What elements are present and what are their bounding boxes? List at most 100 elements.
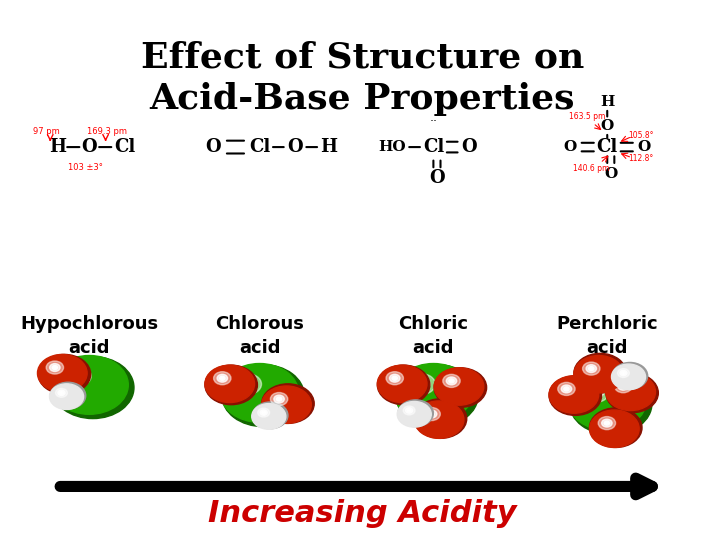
Circle shape <box>205 365 255 402</box>
Circle shape <box>69 370 86 382</box>
Circle shape <box>403 406 415 415</box>
Circle shape <box>377 365 427 402</box>
Circle shape <box>407 407 414 412</box>
Circle shape <box>429 412 434 416</box>
Circle shape <box>430 410 436 415</box>
Text: Chloric
acid: Chloric acid <box>398 315 469 357</box>
Circle shape <box>618 369 629 377</box>
Text: 112.8°: 112.8° <box>629 154 654 163</box>
Circle shape <box>606 373 658 413</box>
Circle shape <box>602 419 612 427</box>
Circle shape <box>258 407 271 416</box>
Circle shape <box>413 378 430 390</box>
Circle shape <box>586 364 596 373</box>
Circle shape <box>220 363 299 422</box>
Text: Cl: Cl <box>249 138 270 156</box>
Text: H: H <box>320 138 337 156</box>
Circle shape <box>583 360 601 374</box>
Circle shape <box>408 408 413 410</box>
Circle shape <box>603 417 613 426</box>
Circle shape <box>589 367 594 370</box>
Circle shape <box>621 385 627 389</box>
Circle shape <box>561 385 572 393</box>
Circle shape <box>55 388 68 397</box>
Circle shape <box>397 401 431 427</box>
Circle shape <box>444 375 462 389</box>
Circle shape <box>390 374 400 382</box>
Text: Cl: Cl <box>114 138 135 156</box>
Circle shape <box>623 370 626 373</box>
Circle shape <box>234 374 261 394</box>
Circle shape <box>48 361 66 375</box>
Text: 140.6 pm: 140.6 pm <box>573 164 610 173</box>
Circle shape <box>408 374 436 394</box>
Text: H: H <box>600 94 614 109</box>
Circle shape <box>614 380 632 393</box>
Text: Cl: Cl <box>423 138 444 156</box>
Circle shape <box>434 368 487 407</box>
Circle shape <box>260 410 267 415</box>
Circle shape <box>76 375 85 382</box>
Circle shape <box>562 386 573 394</box>
Circle shape <box>621 372 625 374</box>
Circle shape <box>558 382 575 395</box>
Circle shape <box>405 408 413 413</box>
Circle shape <box>64 366 91 387</box>
FancyArrowPatch shape <box>60 478 652 495</box>
Circle shape <box>426 410 437 418</box>
Circle shape <box>220 377 226 381</box>
Circle shape <box>60 390 65 393</box>
Circle shape <box>604 421 610 425</box>
Circle shape <box>398 400 433 427</box>
Text: Increasing Acidity: Increasing Acidity <box>208 498 517 528</box>
Text: O: O <box>206 138 221 156</box>
Circle shape <box>262 411 266 414</box>
Circle shape <box>387 372 405 386</box>
Circle shape <box>418 381 426 387</box>
Circle shape <box>611 364 646 390</box>
Circle shape <box>50 355 128 414</box>
Circle shape <box>416 380 433 393</box>
Circle shape <box>205 365 258 404</box>
Circle shape <box>72 372 89 385</box>
Circle shape <box>423 406 442 420</box>
Circle shape <box>570 373 652 435</box>
Circle shape <box>449 379 454 383</box>
Circle shape <box>386 372 403 385</box>
Circle shape <box>621 384 626 388</box>
Circle shape <box>37 354 87 392</box>
Circle shape <box>240 378 256 390</box>
Circle shape <box>392 376 397 380</box>
Circle shape <box>599 415 617 429</box>
Circle shape <box>574 353 626 393</box>
Text: 103 ±3°: 103 ±3° <box>68 163 103 172</box>
Circle shape <box>591 389 600 395</box>
Text: Hypochlorous
acid: Hypochlorous acid <box>20 315 158 357</box>
Circle shape <box>58 390 65 395</box>
Circle shape <box>236 375 265 397</box>
Circle shape <box>618 383 630 391</box>
Text: O: O <box>564 140 577 154</box>
Text: O: O <box>287 138 303 156</box>
Text: 169.3 pm: 169.3 pm <box>87 126 127 136</box>
Text: 163.5 pm: 163.5 pm <box>570 112 606 120</box>
Circle shape <box>390 375 401 383</box>
Circle shape <box>446 377 456 385</box>
Circle shape <box>46 361 63 374</box>
Circle shape <box>594 391 603 397</box>
Circle shape <box>274 395 284 403</box>
Circle shape <box>73 373 81 379</box>
Circle shape <box>558 383 577 396</box>
Circle shape <box>621 369 629 375</box>
Circle shape <box>549 376 602 415</box>
Circle shape <box>584 383 613 405</box>
Circle shape <box>598 416 616 430</box>
Circle shape <box>276 397 282 401</box>
Circle shape <box>568 372 647 430</box>
Text: H: H <box>49 138 66 156</box>
Circle shape <box>618 382 629 390</box>
Circle shape <box>618 367 631 376</box>
Circle shape <box>420 383 429 389</box>
Circle shape <box>396 364 478 427</box>
Circle shape <box>261 384 314 423</box>
